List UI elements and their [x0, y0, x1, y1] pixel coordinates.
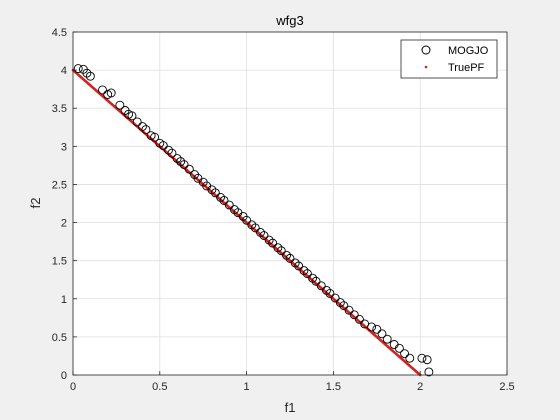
y-tick-label: 4.5	[52, 27, 67, 39]
mogjo-point	[256, 228, 265, 237]
mogjo-point	[335, 298, 345, 308]
mogjo-point	[285, 253, 295, 263]
y-tick-label: 2	[61, 218, 67, 230]
mogjo-point	[276, 246, 286, 256]
mogjo-point	[137, 122, 147, 131]
mogjo-point	[167, 148, 177, 158]
mogjo-point	[302, 269, 312, 279]
legend-label-mogjo: MOGJO	[448, 45, 489, 57]
mogjo-point	[176, 157, 186, 167]
legend: MOGJO TruePF	[400, 39, 498, 79]
mogjo-point	[127, 111, 137, 121]
y-tick-label: 1	[61, 294, 67, 306]
mogjo-point	[322, 285, 331, 295]
mogjo-point	[400, 349, 410, 359]
mogjo-point	[273, 243, 283, 253]
mogjo-point	[184, 164, 194, 174]
mogjo-point	[150, 132, 160, 142]
x-tick-label: 2	[417, 381, 423, 393]
mogjo-point	[216, 192, 226, 202]
mogjo-point	[172, 154, 182, 163]
mogjo-point	[164, 145, 173, 155]
mogjo-point	[372, 324, 382, 334]
mogjo-point	[349, 310, 359, 320]
x-tick-label: 1	[244, 381, 250, 393]
legend-box	[400, 39, 498, 79]
mogjo-point	[106, 88, 116, 98]
x-tick-label: 1.5	[326, 381, 341, 393]
mogjo-point	[207, 185, 217, 195]
mogjo-point	[367, 322, 377, 332]
mogjo-point	[354, 314, 364, 324]
mogjo-point	[132, 117, 142, 127]
legend-label-truepf: TruePF	[448, 62, 485, 74]
mogjo-point	[179, 160, 189, 170]
x-tick-label: 0.5	[152, 381, 167, 393]
mogjo-point	[259, 231, 269, 240]
mogjo-point	[282, 250, 291, 260]
x-axis-ticks: 0 0.5 1 1.5 2 2.5	[70, 371, 515, 393]
mogjo-point	[268, 238, 278, 248]
mogjo-point	[377, 329, 387, 339]
legend-marker-mogjo	[421, 45, 431, 55]
mogjo-point	[344, 305, 354, 315]
legend-marker-truepf	[424, 65, 428, 69]
y-tick-label: 4	[61, 65, 67, 77]
mogjo-point	[422, 355, 432, 365]
mogjo-point	[264, 235, 274, 245]
mogjo-point	[424, 367, 434, 377]
axes-box	[72, 31, 508, 376]
mogjo-point	[294, 261, 304, 271]
mogjo-point	[339, 301, 349, 311]
mogjo-point	[219, 196, 229, 205]
mogjo-point	[224, 200, 234, 210]
mogjo-point	[85, 71, 95, 81]
mogjo-point	[311, 276, 321, 286]
x-axis-label: f1	[285, 400, 296, 415]
mogjo-point	[210, 188, 220, 198]
x-tick-label: 0	[70, 381, 76, 393]
mogjo-point	[229, 205, 239, 215]
mogjo-point	[405, 353, 415, 363]
y-tick-label: 1.5	[52, 256, 67, 268]
y-axis-ticks: 0 0.5 1 1.5 2 2.5 3 3.5 4 4.5	[52, 27, 77, 382]
mogjo-point	[382, 334, 392, 344]
mogjo-series	[73, 64, 434, 377]
mogjo-point	[250, 223, 260, 233]
y-tick-label: 3	[61, 141, 67, 153]
chart-title: wfg3	[275, 13, 303, 28]
mogjo-point	[330, 293, 340, 303]
mogjo-point	[247, 220, 257, 230]
mogjo-point	[417, 353, 427, 363]
mogjo-point	[308, 273, 318, 283]
x-tick-label: 2.5	[499, 381, 514, 393]
mogjo-point	[299, 266, 309, 276]
plot-area	[73, 32, 507, 375]
y-tick-label: 0.5	[52, 332, 67, 344]
mogjo-point	[141, 125, 151, 135]
mogjo-point	[115, 100, 125, 110]
y-tick-label: 3.5	[52, 103, 67, 115]
mogjo-point	[98, 85, 107, 95]
mogjo-point	[242, 215, 252, 225]
y-tick-label: 2.5	[52, 179, 67, 191]
y-axis-label: f2	[28, 198, 43, 209]
mogjo-point	[82, 68, 92, 78]
y-tick-label: 0	[61, 370, 67, 382]
mogjo-point	[158, 141, 168, 151]
mogjo-point	[73, 64, 83, 74]
mogjo-point	[394, 343, 404, 353]
mogjo-point	[290, 258, 300, 268]
mogjo-point	[325, 288, 335, 298]
mogjo-point	[316, 281, 326, 291]
